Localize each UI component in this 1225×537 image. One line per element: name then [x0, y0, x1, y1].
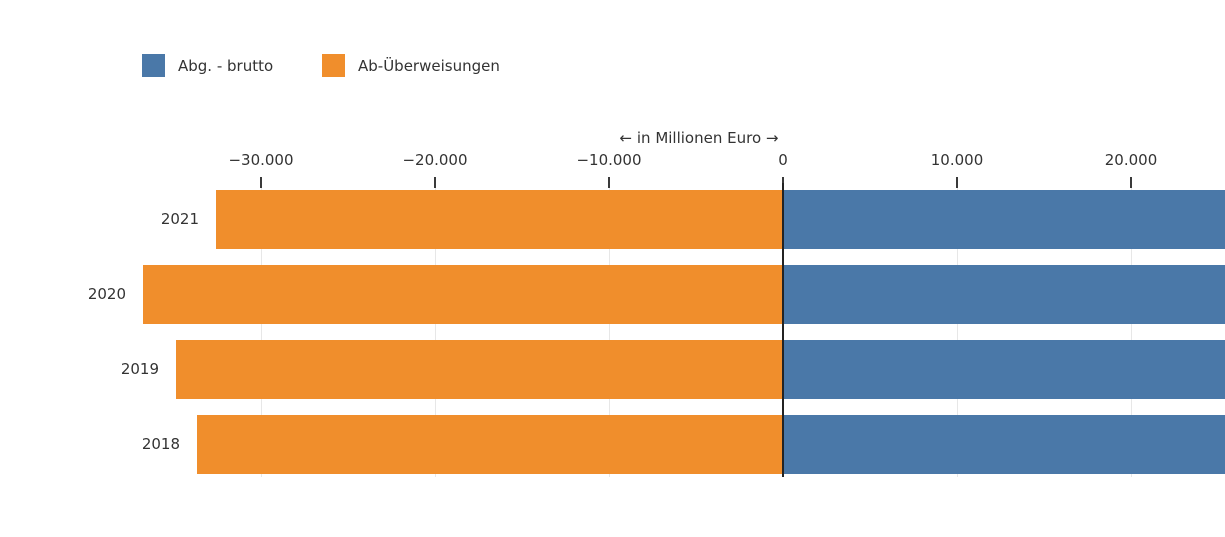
- x-axis-title: ← in Millionen Euro →: [619, 129, 779, 147]
- legend-swatch-orange: [322, 54, 345, 77]
- bar-ab-ueberweisungen-2019[interactable]: [176, 340, 783, 399]
- bar-ab-ueberweisungen-2020[interactable]: [143, 265, 783, 324]
- zero-baseline: [782, 183, 784, 477]
- x-gridline: [261, 188, 262, 477]
- x-tick-mark: [608, 177, 610, 188]
- category-label-2019: 2019: [120, 360, 159, 378]
- category-label-2018: 2018: [141, 435, 180, 453]
- bar-abg-brutto-2019[interactable]: [784, 340, 1225, 399]
- x-gridline: [1131, 188, 1132, 477]
- x-tick-label: −10.000: [576, 151, 642, 169]
- legend-label-abg-brutto: Abg. - brutto: [178, 56, 274, 75]
- x-tick-mark: [956, 177, 958, 188]
- bar-ab-ueberweisungen-2021[interactable]: [216, 190, 783, 249]
- x-tick-mark: [434, 177, 436, 188]
- x-tick-mark: [1130, 177, 1132, 188]
- category-label-2021: 2021: [160, 210, 199, 228]
- x-tick-mark: [260, 177, 262, 188]
- x-gridline: [609, 188, 610, 477]
- x-gridline: [957, 188, 958, 477]
- category-label-2020: 2020: [87, 285, 126, 303]
- legend-item-ab-ueberweisungen: Ab-Überweisungen: [322, 54, 500, 77]
- x-tick-label: 0: [778, 151, 788, 169]
- x-tick-mark: [782, 177, 784, 188]
- bar-ab-ueberweisungen-2018[interactable]: [197, 415, 783, 474]
- bar-abg-brutto-2018[interactable]: [784, 415, 1225, 474]
- legend-label-ab-ueberweisungen: Ab-Überweisungen: [358, 56, 500, 75]
- legend-item-abg-brutto: Abg. - brutto: [142, 54, 273, 77]
- x-tick-label: −30.000: [228, 151, 294, 169]
- bar-abg-brutto-2020[interactable]: [784, 265, 1225, 324]
- x-tick-label: −20.000: [402, 151, 468, 169]
- x-tick-label: 10.000: [930, 151, 984, 169]
- x-tick-label: 20.000: [1104, 151, 1158, 169]
- x-gridline: [435, 188, 436, 477]
- legend-swatch-blue: [142, 54, 165, 77]
- bar-abg-brutto-2021[interactable]: [784, 190, 1225, 249]
